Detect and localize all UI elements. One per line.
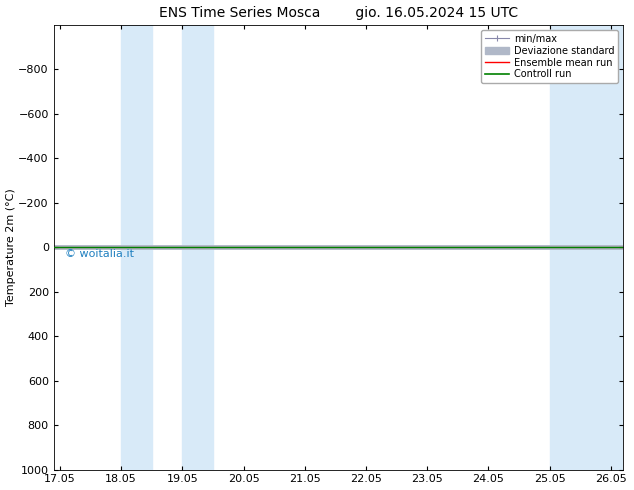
Bar xyxy=(580,25,623,469)
Bar xyxy=(121,25,152,469)
Text: © woitalia.it: © woitalia.it xyxy=(65,249,134,259)
Bar xyxy=(183,25,213,469)
Y-axis label: Temperature 2m (°C): Temperature 2m (°C) xyxy=(6,188,16,306)
Title: ENS Time Series Mosca        gio. 16.05.2024 15 UTC: ENS Time Series Mosca gio. 16.05.2024 15… xyxy=(159,5,518,20)
Bar xyxy=(550,25,580,469)
Legend: min/max, Deviazione standard, Ensemble mean run, Controll run: min/max, Deviazione standard, Ensemble m… xyxy=(481,30,618,83)
